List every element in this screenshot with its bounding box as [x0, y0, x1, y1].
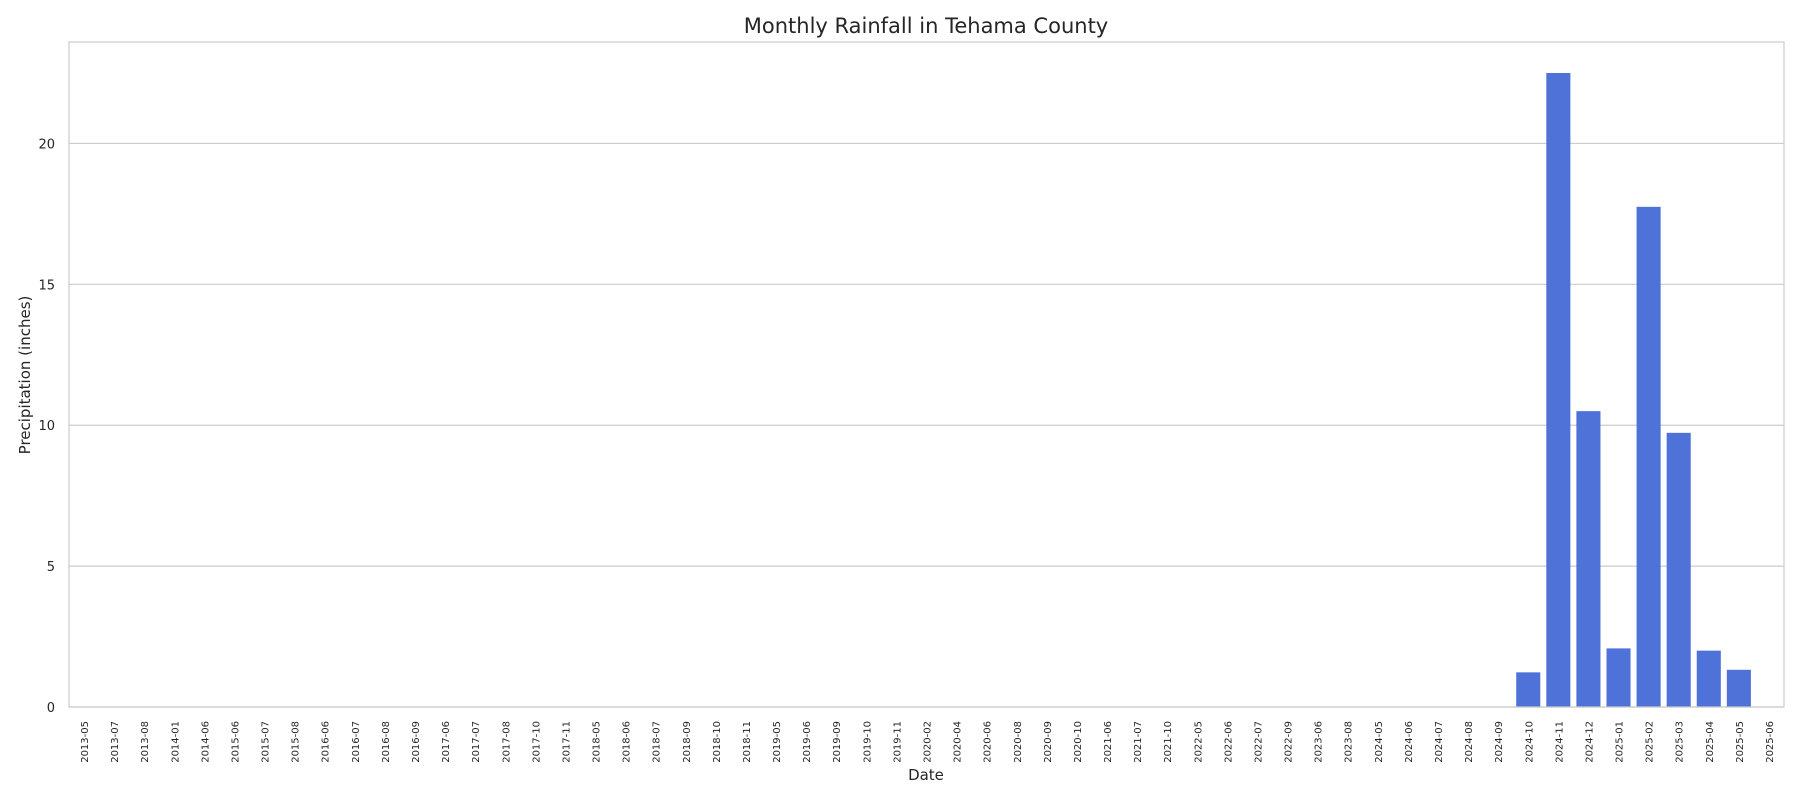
x-tick-label: 2018-11: [742, 721, 753, 763]
bars: [1516, 72, 1751, 707]
x-tick-label: 2024-10: [1524, 721, 1535, 763]
bar-2024-10: [1516, 672, 1541, 707]
x-tick-label: 2018-07: [652, 721, 663, 763]
bar-2025-02: [1636, 206, 1661, 707]
x-tick-label: 2014-06: [200, 721, 211, 763]
x-tick-label: 2018-10: [712, 721, 723, 763]
x-tick-label: 2025-02: [1645, 721, 1656, 763]
x-tick-label: 2015-08: [291, 721, 302, 763]
x-tick-label: 2025-06: [1765, 721, 1776, 763]
bar-2025-03: [1666, 432, 1691, 707]
y-tick-label: 20: [38, 137, 55, 152]
bar-2024-12: [1576, 411, 1601, 707]
x-tick-label: 2013-05: [80, 721, 91, 763]
x-tick-label: 2019-09: [832, 721, 843, 763]
x-tick-label: 2024-05: [1374, 721, 1385, 763]
x-tick-label: 2020-06: [983, 721, 994, 763]
x-tick-label: 2024-06: [1404, 721, 1415, 763]
plot-frame: [68, 41, 1785, 708]
x-tick-label: 2020-04: [953, 721, 964, 763]
x-tick-label: 2017-11: [561, 721, 572, 763]
bar-2024-11: [1546, 72, 1571, 707]
x-tick-label: 2021-07: [1133, 721, 1144, 763]
x-tick-label: 2017-08: [501, 721, 512, 763]
x-tick-label: 2018-06: [622, 721, 633, 763]
x-tick-label: 2022-06: [1223, 721, 1234, 763]
x-tick-label: 2023-08: [1344, 721, 1355, 763]
y-tick-label: 5: [47, 560, 55, 575]
x-tick-label: 2015-07: [261, 721, 272, 763]
x-tick-label: 2016-06: [321, 721, 332, 763]
x-tick-label: 2025-03: [1675, 721, 1686, 763]
x-tick-label: 2013-08: [140, 721, 151, 763]
x-tick-label: 2016-08: [381, 721, 392, 763]
x-tick-label: 2019-05: [772, 721, 783, 763]
x-tick-label: 2022-05: [1193, 721, 1204, 763]
x-tick-label: 2017-06: [441, 721, 452, 763]
y-tick-label: 15: [38, 278, 55, 293]
x-tick-label: 2025-04: [1705, 721, 1716, 763]
x-tick-label: 2021-06: [1103, 721, 1114, 763]
x-tick-label: 2019-06: [802, 721, 813, 763]
x-tick-label: 2013-07: [110, 721, 121, 763]
x-tick-label: 2016-09: [411, 721, 422, 763]
bar-2025-05: [1726, 669, 1751, 707]
x-tick-label: 2016-07: [351, 721, 362, 763]
x-tick-label: 2024-11: [1554, 721, 1565, 763]
chart-title: Monthly Rainfall in Tehama County: [744, 14, 1108, 38]
x-tick-label: 2020-10: [1073, 721, 1084, 763]
bar-2025-01: [1606, 648, 1631, 707]
x-tick-label: 2024-09: [1494, 721, 1505, 763]
x-tick-label: 2024-07: [1434, 721, 1445, 763]
x-tick-label: 2024-08: [1464, 721, 1475, 763]
x-tick-label: 2025-05: [1735, 721, 1746, 763]
x-tick-label: 2021-10: [1163, 721, 1174, 763]
bar-2025-04: [1696, 650, 1721, 707]
x-tick-label: 2018-05: [592, 721, 603, 763]
x-tick-label: 2022-07: [1253, 721, 1264, 763]
x-tick-label: 2020-02: [923, 721, 934, 763]
x-tick-label: 2023-06: [1314, 721, 1325, 763]
x-tick-label: 2024-12: [1584, 721, 1595, 763]
x-tick-label: 2015-06: [230, 721, 241, 763]
gridlines: [69, 142, 1784, 708]
x-tick-label: 2020-08: [1013, 721, 1024, 763]
x-tick-label: 2025-01: [1615, 721, 1626, 763]
y-tick-label: 10: [38, 419, 55, 434]
y-axis-label: Precipitation (inches): [16, 296, 34, 455]
x-tick-label: 2020-09: [1043, 721, 1054, 763]
x-axis-label: Date: [908, 766, 944, 784]
x-tick-labels: 2013-05 2013-07 2013-08 2014-01 2014-06 2015-…: [80, 721, 1776, 763]
x-tick-label: 2017-07: [471, 721, 482, 763]
x-tick-label: 2022-09: [1284, 721, 1295, 763]
x-tick-label: 2018-09: [682, 721, 693, 763]
x-tick-label: 2019-11: [892, 721, 903, 763]
y-tick-labels: 0 5 10 15 20: [38, 137, 55, 716]
x-tick-label: 2019-10: [862, 721, 873, 763]
x-tick-label: 2014-01: [170, 721, 181, 763]
x-tick-label: 2017-10: [531, 721, 542, 763]
y-tick-label: 0: [47, 701, 55, 716]
